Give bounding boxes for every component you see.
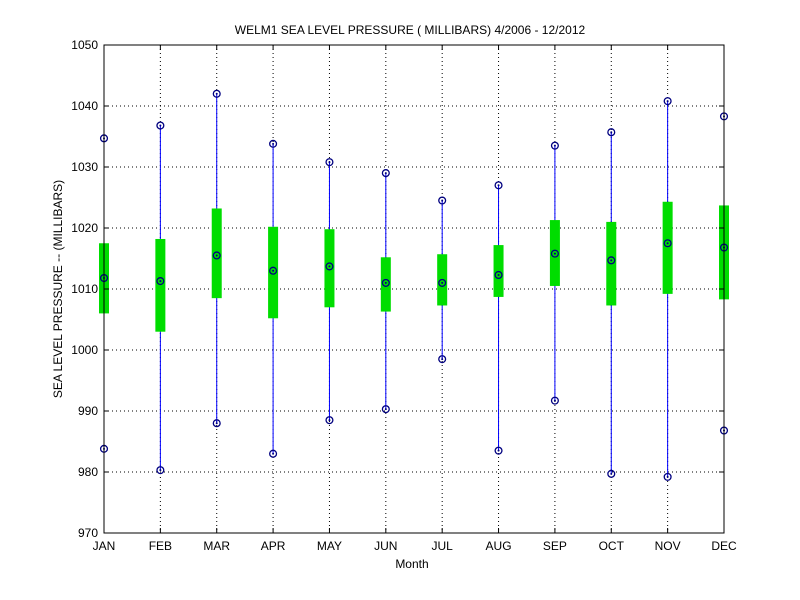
max-marker-aug — [494, 181, 503, 190]
median-marker-dot-feb — [159, 280, 162, 283]
min-marker-dot-feb — [159, 469, 162, 472]
median-marker-nov — [663, 239, 672, 248]
x-tick-label: OCT — [599, 539, 625, 553]
box-apr — [268, 226, 279, 319]
x-ticks: JAN FEB MAR APR MAY JUN JUL AUG SEP OCT NOV DEC — [93, 45, 737, 553]
x-tick-label: FEB — [149, 539, 172, 553]
x-tick-label: DEC — [711, 539, 737, 553]
x-tick-label: JUN — [374, 539, 397, 553]
median-marker-dot-aug — [497, 273, 500, 276]
max-marker-dot-jun — [384, 172, 387, 175]
x-tick-label: APR — [261, 539, 286, 553]
min-marker-aug — [494, 446, 503, 455]
y-tick-label: 1020 — [71, 221, 98, 235]
min-marker-dot-nov — [666, 475, 669, 478]
max-marker-dot-oct — [610, 131, 613, 134]
median-marker-dot-sep — [553, 252, 556, 255]
y-tick-label: 1030 — [71, 160, 98, 174]
max-marker-dot-may — [328, 161, 331, 164]
median-marker-may — [325, 262, 334, 271]
median-marker-jun — [381, 278, 390, 287]
y-axis-title: SEA LEVEL PRESSURE -- (MILLIBARS) — [51, 180, 65, 398]
max-marker-may — [325, 158, 334, 167]
median-marker-dot-jul — [441, 281, 444, 284]
box-mar — [211, 208, 222, 299]
y-tick-label: 980 — [78, 465, 98, 479]
max-marker-sep — [550, 141, 559, 150]
max-marker-dot-feb — [159, 124, 162, 127]
min-marker-sep — [550, 396, 559, 405]
max-marker-dot-aug — [497, 184, 500, 187]
max-marker-oct — [607, 128, 616, 137]
min-marker-jul — [438, 355, 447, 364]
median-marker-feb — [156, 277, 165, 286]
y-tick-label: 1050 — [71, 38, 98, 52]
box-jun — [380, 257, 391, 312]
min-marker-jun — [381, 405, 390, 414]
median-marker-jul — [438, 278, 447, 287]
min-marker-dot-jun — [384, 408, 387, 411]
median-marker-apr — [269, 266, 278, 275]
max-marker-mar — [212, 89, 221, 98]
y-tick-label: 970 — [78, 526, 98, 540]
x-axis-title: Month — [395, 557, 428, 571]
x-tick-label: SEP — [543, 539, 567, 553]
median-marker-aug — [494, 270, 503, 280]
x-tick-label: NOV — [655, 539, 681, 553]
min-marker-feb — [156, 466, 165, 475]
box-may — [324, 229, 335, 308]
x-tick-label: JUL — [432, 539, 454, 553]
min-marker-dot-oct — [610, 472, 613, 475]
median-marker-dot-may — [328, 265, 331, 268]
median-marker-mar — [212, 251, 221, 260]
x-tick-label: AUG — [486, 539, 512, 553]
median-marker-dot-oct — [610, 259, 613, 262]
chart-title: WELM1 SEA LEVEL PRESSURE ( MILLIBARS) 4/… — [235, 23, 586, 37]
median-marker-dot-mar — [215, 254, 218, 257]
x-tick-label: JAN — [93, 539, 116, 553]
min-marker-dot-may — [328, 419, 331, 422]
min-marker-oct — [607, 469, 616, 478]
y-ticks: 970 980 990 1000 1010 1020 1030 1040 1050 — [71, 38, 724, 540]
max-marker-dot-sep — [553, 144, 556, 147]
max-marker-dot-jul — [441, 199, 444, 202]
max-marker-jul — [438, 196, 447, 205]
y-tick-label: 990 — [78, 404, 98, 418]
x-tick-label: MAR — [203, 539, 230, 553]
min-marker-nov — [663, 472, 672, 481]
min-marker-mar — [212, 419, 221, 428]
box-feb — [155, 238, 166, 332]
min-marker-dot-aug — [497, 449, 500, 452]
min-marker-may — [325, 416, 334, 425]
min-marker-dot-jul — [441, 358, 444, 361]
max-marker-nov — [663, 97, 672, 106]
median-marker-oct — [607, 256, 616, 265]
max-marker-jun — [381, 169, 390, 178]
max-marker-dot-mar — [215, 92, 218, 95]
median-marker-sep — [550, 249, 559, 258]
median-marker-dot-apr — [272, 269, 275, 272]
median-marker-dot-jun — [384, 281, 387, 284]
y-tick-label: 1040 — [71, 99, 98, 113]
min-marker-dot-mar — [215, 422, 218, 425]
y-tick-label: 1000 — [71, 343, 98, 357]
max-marker-feb — [156, 121, 165, 130]
min-marker-dot-apr — [272, 452, 275, 455]
max-marker-dot-apr — [272, 142, 275, 145]
x-tick-label: MAY — [317, 539, 342, 553]
min-marker-apr — [269, 449, 278, 458]
y-tick-label: 1010 — [71, 282, 98, 296]
box-nov — [662, 201, 673, 294]
max-marker-apr — [269, 139, 278, 148]
min-marker-dot-sep — [553, 399, 556, 402]
median-marker-dot-nov — [666, 242, 669, 245]
max-marker-dot-nov — [666, 100, 669, 103]
